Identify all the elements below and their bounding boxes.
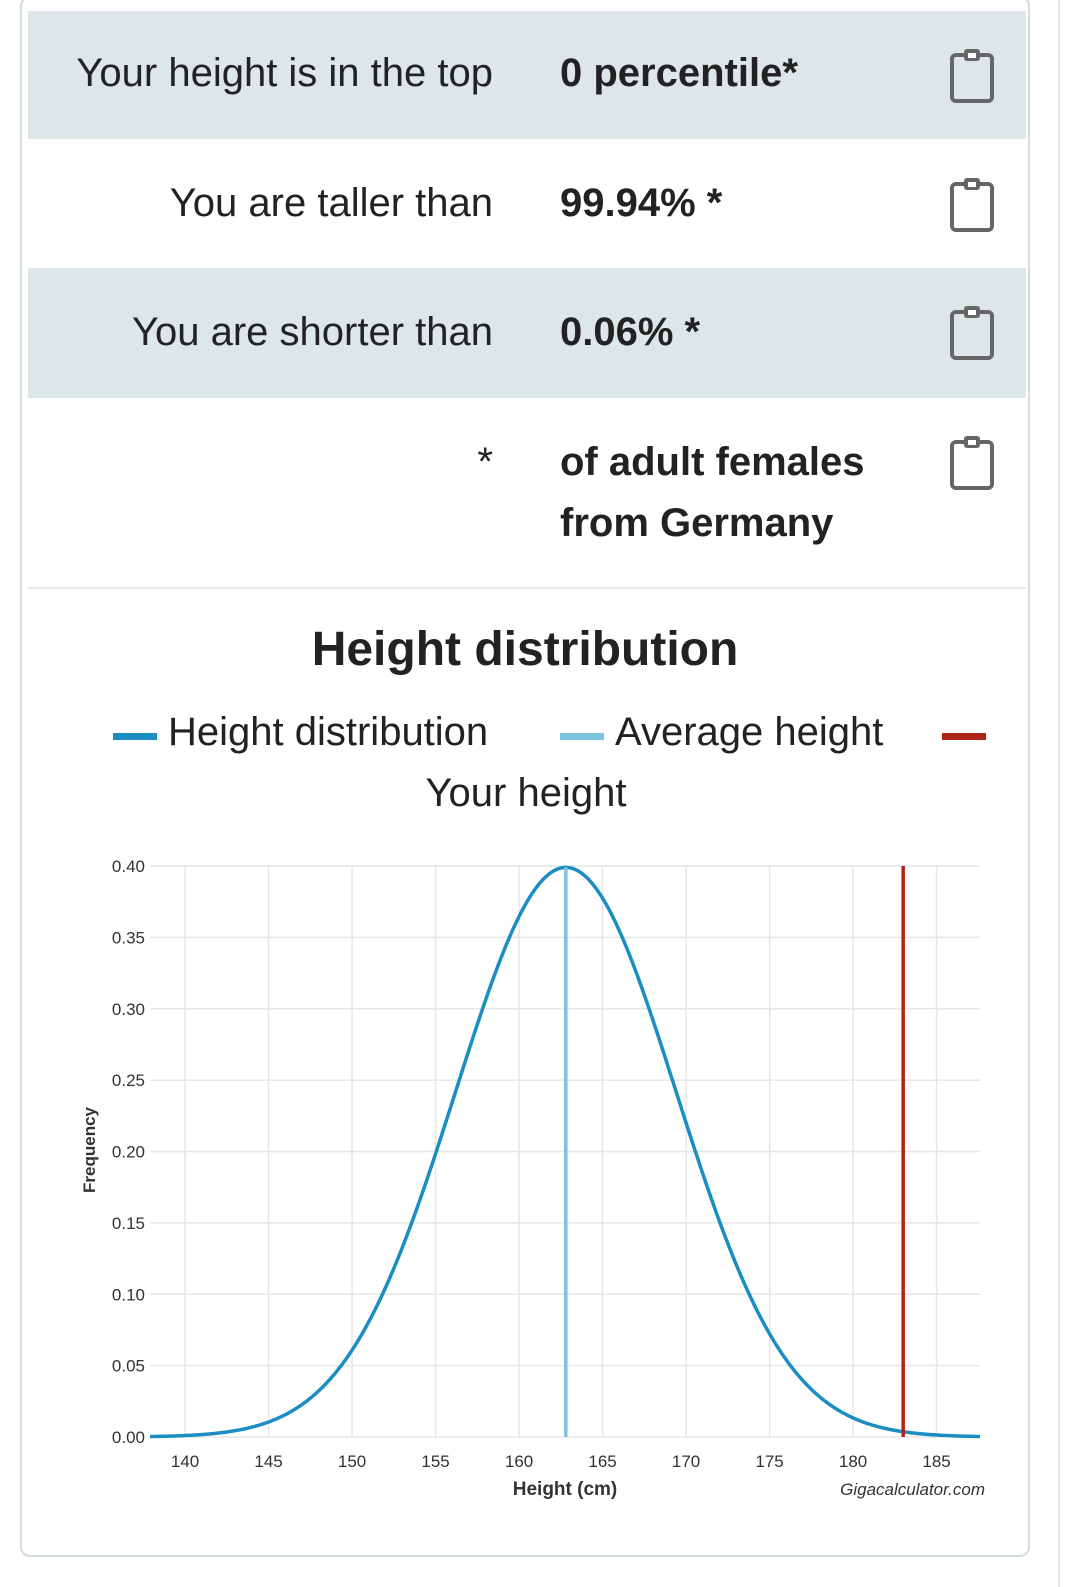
shorter-row: You are shorter than 0.06% *: [28, 268, 1026, 398]
percentile-row: Your height is in the top 0 percentile*: [28, 11, 1026, 139]
percentile-value: 0 percentile*: [560, 51, 798, 95]
clipboard-icon[interactable]: [948, 45, 998, 105]
legend-swatch-distribution: [113, 733, 157, 740]
footnote-line-2: from Germany: [560, 501, 834, 545]
footnote-marker: *: [477, 440, 493, 484]
section-divider: [28, 587, 1026, 589]
footnote-row: * of adult females from Germany: [28, 398, 1026, 587]
taller-label: You are taller than: [169, 181, 493, 225]
legend-item-your-height[interactable]: Your height: [425, 771, 627, 815]
taller-row: You are taller than 99.94% *: [28, 139, 1026, 268]
clipboard-icon[interactable]: [948, 174, 998, 234]
legend-swatch-average: [560, 733, 604, 740]
results-card: [20, 0, 1030, 1557]
clipboard-icon[interactable]: [948, 302, 998, 362]
legend-swatch-your-height: [942, 733, 986, 740]
scroll-edge: [1058, 0, 1060, 1587]
chart-title: Height distribution: [311, 623, 739, 676]
shorter-value: 0.06% *: [560, 310, 701, 354]
percentile-label: Your height is in the top: [76, 51, 493, 95]
footnote-line-1: of adult females: [560, 440, 865, 484]
shorter-label: You are shorter than: [132, 310, 493, 354]
clipboard-icon[interactable]: [948, 432, 998, 492]
taller-value: 99.94% *: [560, 181, 723, 225]
legend-item-average[interactable]: Average height: [615, 710, 884, 754]
legend-item-distribution[interactable]: Height distribution: [168, 710, 489, 754]
